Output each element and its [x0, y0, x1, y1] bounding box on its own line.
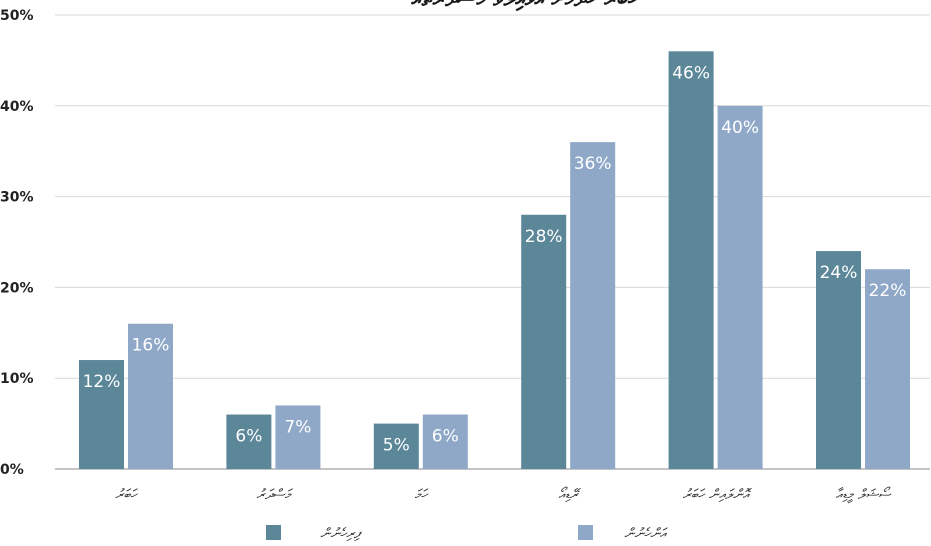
data-label: 16%: [132, 336, 170, 356]
bar-series2: [128, 323, 173, 469]
x-tick-label: މަސްދަރު: [256, 487, 293, 503]
y-tick-label: 40%: [0, 99, 34, 115]
data-label: 6%: [235, 427, 262, 447]
data-label: 46%: [672, 63, 710, 83]
x-tick-label: ހަމަ: [415, 487, 430, 503]
x-axis-ticks: ހަބަރު މަސްދަރު ހަމަ ރޭޑިއޯ އޮންލައިން ހަބަރ…: [115, 486, 892, 504]
bar-series2: [717, 105, 763, 470]
bars: 12% 16% 6% 7% 5% 6% 28% 36% 46% 40% 24% 22%: [79, 51, 910, 470]
chart-title: ޚަބަރު ހޯދުމަށް އަޅައިލެވޭ މަސްދަރުތައް: [411, 0, 640, 12]
data-label: 5%: [383, 436, 410, 456]
legend: ފިރިހެނުން އަންހެނުން: [266, 525, 669, 542]
bar-series1: [373, 423, 419, 469]
x-tick-label: ރޭޑިއޯ: [558, 486, 581, 503]
x-tick-label: ސޯޝަލް މީޑިއާ: [836, 486, 893, 504]
data-label: 7%: [284, 417, 311, 437]
gridlines: [55, 14, 930, 470]
legend-label: ފިރިހެނުން: [320, 526, 363, 542]
bar-series2: [570, 142, 616, 469]
bar-series1: [521, 214, 567, 469]
data-label: 22%: [869, 281, 907, 301]
y-axis-ticks: 0% 10% 20% 30% 40% 50%: [0, 8, 34, 478]
y-tick-label: 50%: [0, 8, 34, 24]
legend-swatch: [266, 525, 281, 540]
bar-series2: [865, 269, 910, 469]
bar-series2: [275, 405, 321, 469]
x-tick-label: ހަބަރު: [115, 487, 138, 503]
data-label: 36%: [574, 154, 612, 174]
y-tick-label: 10%: [0, 371, 34, 387]
x-tick-label: އޮންލައިން ހަބަރު: [683, 487, 753, 503]
y-tick-label: 0%: [0, 462, 24, 478]
y-tick-label: 20%: [0, 280, 34, 296]
bar-series1: [668, 51, 714, 469]
data-label: 6%: [432, 427, 459, 447]
bar-series1: [226, 414, 272, 469]
bar-series2: [422, 414, 468, 469]
data-label: 40%: [721, 118, 759, 138]
bar-series1: [816, 251, 861, 469]
legend-swatch: [578, 525, 593, 540]
data-label: 28%: [525, 227, 563, 247]
bar-series1: [79, 360, 124, 469]
data-label: 24%: [820, 263, 858, 283]
data-label: 12%: [83, 372, 121, 392]
y-tick-label: 30%: [0, 190, 34, 206]
legend-label: އަންހެނުން: [624, 526, 668, 542]
